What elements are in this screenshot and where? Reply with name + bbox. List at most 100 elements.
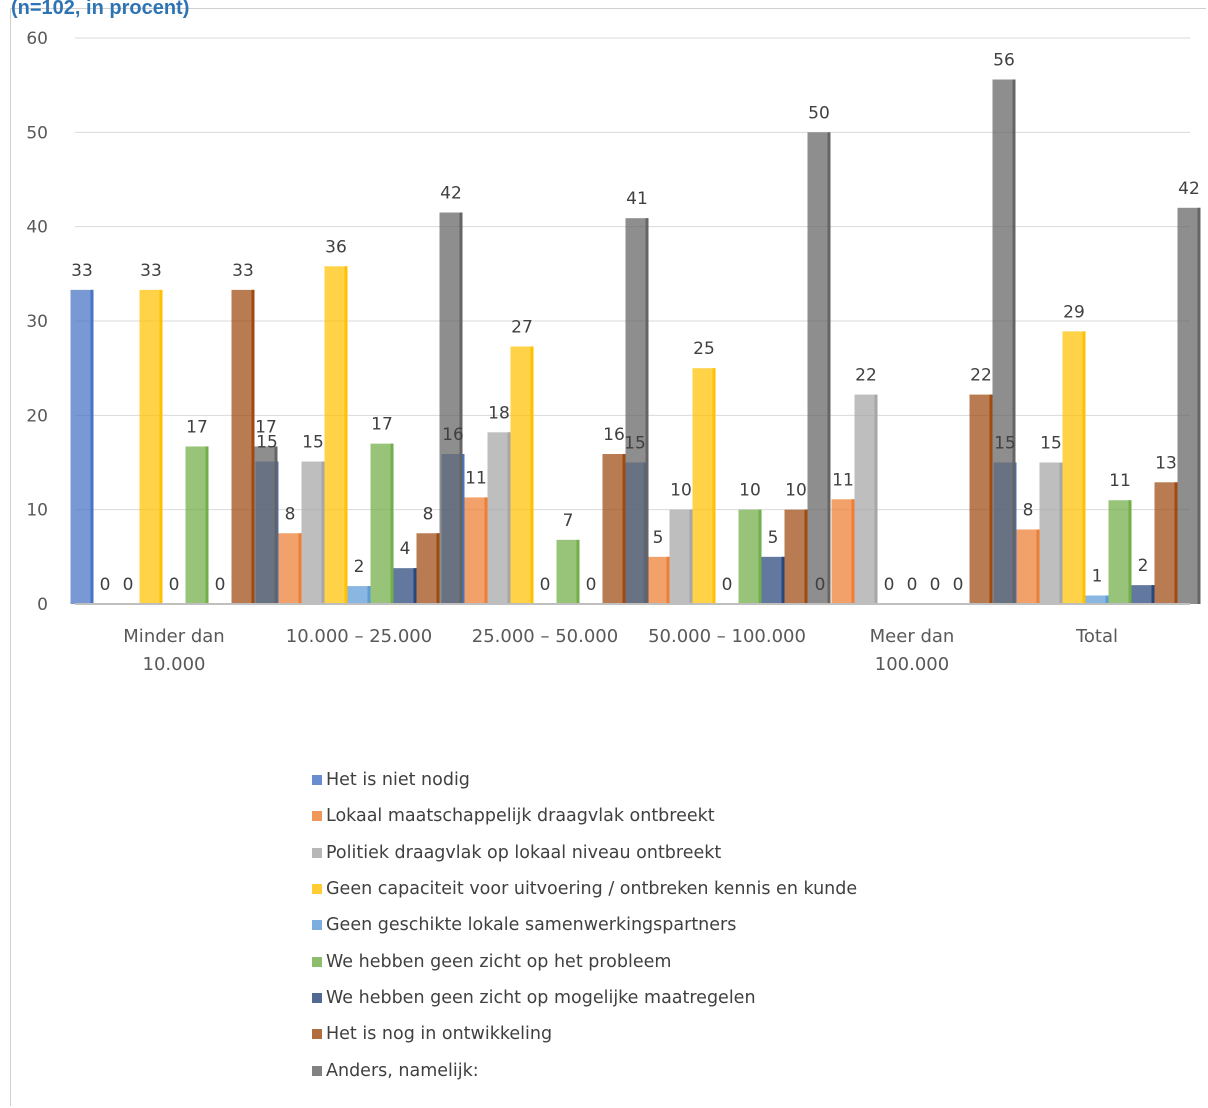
bar-edge [436,533,440,604]
legend-swatch [312,1065,322,1076]
legend-item: We hebben geen zicht op het probleem [312,943,857,979]
y-tick-label: 50 [26,123,48,143]
bar-edge [1082,331,1086,604]
data-label: 5 [768,528,779,548]
bar [231,289,255,604]
bar-edge [851,499,855,604]
legend-label: Geen geschikte lokale samenwerkingspartn… [326,915,737,936]
y-tick-label: 40 [26,218,48,238]
data-label: 27 [511,317,533,337]
bar-edge [274,446,278,604]
data-label: 36 [325,237,347,257]
bar-edge [484,497,488,604]
y-tick-label: 10 [26,501,48,521]
legend: Het is niet nodig Lokaal maatschappelijk … [312,762,857,1089]
data-label: 0 [586,575,597,595]
bar [254,446,278,604]
data-label: 10 [670,481,692,501]
bar [1108,500,1132,604]
legend-swatch [312,992,322,1003]
data-label: 11 [832,470,854,490]
legend-label: Geen capaciteit voor uitvoering / ontbre… [326,879,858,900]
data-label: 5 [653,528,664,548]
bar-edge [344,266,348,604]
legend-swatch [312,956,322,967]
legend-item: Geen capaciteit voor uitvoering / ontbre… [312,871,857,907]
data-label: 2 [354,557,365,577]
legend-swatch [312,811,322,822]
data-label: 29 [1063,302,1085,322]
data-label: 33 [140,261,162,281]
bar-edge [827,132,831,605]
bar [439,212,463,604]
data-label: 25 [693,339,715,359]
bar-edge [712,368,716,604]
bar-edge [251,289,255,604]
bar [738,509,762,604]
data-label: 15 [1040,434,1062,454]
bar-edge [413,568,417,604]
bar-edge [1105,595,1109,604]
bar [464,497,488,604]
data-label: 15 [256,433,278,453]
legend-label: We hebben geen zicht op mogelijke maatre… [326,987,756,1008]
bar [1085,595,1109,604]
data-label: 41 [626,189,648,209]
data-label: 0 [123,575,134,595]
data-label: 8 [285,504,296,524]
data-label: 8 [423,504,434,524]
legend-swatch [312,884,322,895]
bar [278,533,302,604]
data-label: 0 [907,575,918,595]
bar [1016,529,1040,604]
bar-edge [205,446,209,604]
legend-item: Het is niet nodig [312,762,857,798]
bar-edge [1012,79,1016,605]
bar-edge [874,394,878,604]
data-label: 42 [440,184,462,204]
bar [969,394,993,604]
bar [992,79,1016,605]
bar [602,454,626,604]
legend-swatch [312,847,322,858]
bar-edge [1174,482,1178,604]
bar [510,346,534,604]
y-tick-label: 60 [26,29,48,49]
bar-edge [298,533,302,604]
data-label: 15 [302,433,324,453]
bar-edge [989,394,993,604]
data-label: 50 [808,103,830,123]
legend-label: Het is niet nodig [326,770,470,791]
y-tick-label: 20 [26,406,48,426]
chart-frame: (n=102, in procent) [10,0,1206,1106]
data-label: 18 [488,403,510,423]
bar-edge [461,454,465,604]
data-label: 1 [1092,567,1103,587]
data-label: 11 [465,468,487,488]
bar-edge [758,509,762,604]
bar [807,132,831,605]
data-label: 17 [371,415,393,435]
data-label: 7 [563,511,574,531]
bar [646,556,670,604]
data-label: 0 [722,575,733,595]
bar-edge [622,454,626,604]
y-tick-label: 30 [26,312,48,332]
bar [370,443,394,604]
legend-item: Politiek draagvlak op lokaal niveau ontb… [312,835,857,871]
bar [301,461,325,604]
y-tick-label: 0 [37,595,48,615]
bar-edge [1128,500,1132,604]
bar-edge [689,509,693,604]
data-label: 0 [930,575,941,595]
bar-edge [804,509,808,604]
bar [487,432,511,604]
bar [831,499,855,604]
data-label: 42 [1178,179,1200,199]
bar-edge [321,461,325,604]
legend-item: Lokaal maatschappelijk draagvlak ontbree… [312,798,857,834]
bar [1062,331,1086,604]
bar-edge [1036,529,1040,604]
bar-edge [90,289,94,604]
